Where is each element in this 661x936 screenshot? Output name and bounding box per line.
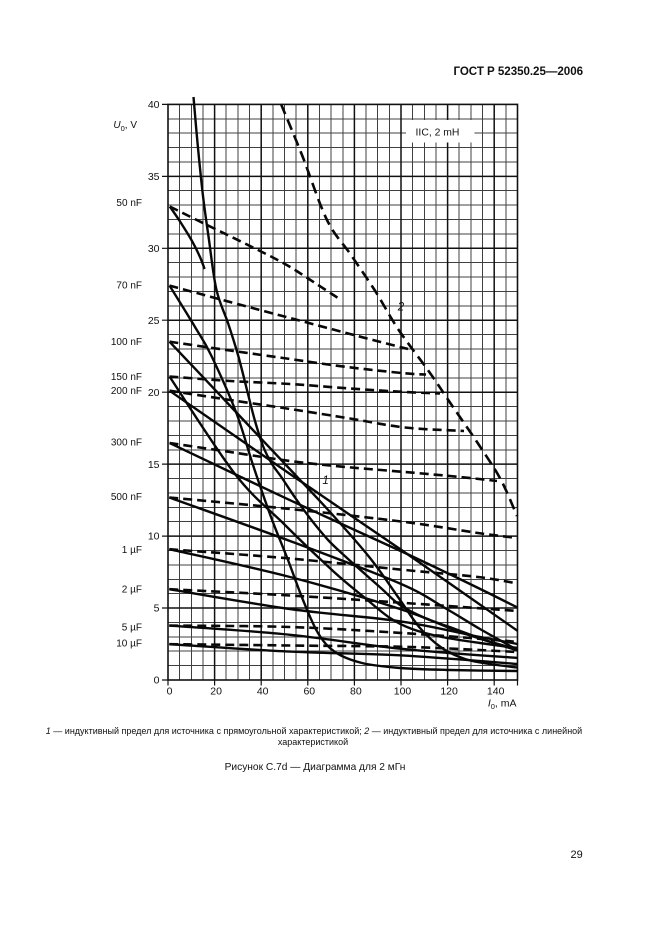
svg-text:1 µF: 1 µF — [122, 545, 142, 556]
svg-text:40: 40 — [148, 99, 160, 111]
svg-text:30: 30 — [148, 243, 160, 255]
svg-text:10 µF: 10 µF — [116, 638, 142, 649]
svg-text:80: 80 — [350, 686, 362, 698]
svg-text:IIC, 2 mH: IIC, 2 mH — [416, 127, 460, 138]
svg-text:U0, V: U0, V — [113, 120, 137, 133]
svg-text:140: 140 — [487, 686, 505, 698]
svg-text:70 nF: 70 nF — [116, 281, 142, 292]
svg-text:300 nF: 300 nF — [111, 438, 142, 449]
svg-text:40: 40 — [257, 686, 269, 698]
svg-text:120: 120 — [440, 686, 458, 698]
svg-text:1: 1 — [322, 475, 328, 487]
svg-text:25: 25 — [148, 315, 160, 327]
svg-text:20: 20 — [210, 686, 222, 698]
svg-text:2 µF: 2 µF — [122, 585, 142, 596]
svg-text:20: 20 — [148, 387, 160, 399]
svg-text:50 nF: 50 nF — [116, 198, 142, 209]
svg-text:15: 15 — [148, 459, 160, 471]
svg-text:100: 100 — [394, 686, 412, 698]
svg-text:500 nF: 500 nF — [111, 492, 142, 503]
svg-text:I0, mA: I0, mA — [488, 697, 517, 711]
svg-text:60: 60 — [303, 686, 315, 698]
svg-text:0: 0 — [167, 686, 173, 698]
svg-text:10: 10 — [148, 531, 160, 543]
svg-text:200 nF: 200 nF — [111, 386, 142, 397]
svg-text:150 nF: 150 nF — [111, 372, 142, 383]
svg-text:5: 5 — [154, 603, 160, 615]
svg-text:0: 0 — [154, 675, 160, 687]
svg-text:100 nF: 100 nF — [111, 337, 142, 348]
svg-text:35: 35 — [148, 171, 160, 183]
svg-text:5 µF: 5 µF — [122, 622, 142, 633]
svg-text:2: 2 — [397, 302, 405, 314]
